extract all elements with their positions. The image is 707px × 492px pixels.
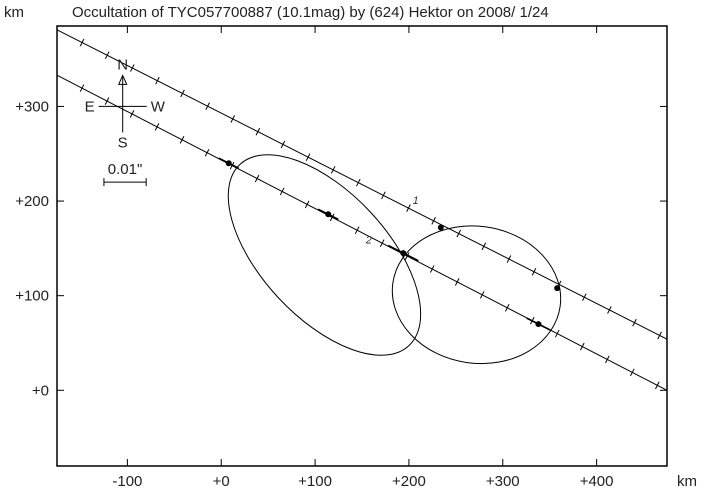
chord-tick (230, 115, 236, 123)
chord-tick (630, 368, 635, 377)
x-tick-label: +400 (580, 473, 614, 490)
chord-tick (479, 291, 485, 299)
chord-tick (481, 242, 487, 251)
chord-tick (657, 331, 662, 340)
chord-tick (406, 204, 411, 212)
chord-line (57, 74, 667, 391)
y-tick-label: +200 (15, 193, 49, 210)
y-tick-label: +100 (15, 288, 49, 305)
profile-ellipse (391, 225, 562, 365)
chord-tick (304, 200, 310, 209)
chord-label: 1 (413, 195, 419, 207)
scale-bar-label: 0.01" (108, 161, 143, 178)
north-arrow-icon (117, 74, 128, 85)
chord-tick (655, 381, 660, 390)
chord-tick (605, 355, 610, 364)
chord-tick (379, 239, 385, 247)
chart-title: Occultation of TYC057700887 (10.1mag) by… (72, 4, 549, 21)
x-tick-label: +300 (486, 473, 520, 490)
chord-tick (554, 329, 560, 338)
chord-tick (179, 136, 185, 144)
chord-tick (254, 174, 260, 183)
y-tick-label: +300 (15, 98, 49, 115)
chord-line (57, 29, 667, 340)
chord-tick (79, 84, 85, 92)
chord-tick (204, 148, 210, 157)
chord-tick (381, 191, 386, 200)
chord-tick (354, 226, 360, 235)
chord-tick (255, 127, 261, 136)
chord-tick (154, 123, 160, 131)
compass-north-label: N (117, 56, 128, 73)
chord-tick (104, 97, 110, 105)
contact-point (225, 160, 232, 167)
y-axis-label: km (4, 4, 24, 21)
x-tick-label: +200 (392, 473, 426, 490)
x-tick-label: +0 (213, 473, 230, 490)
chord-tick (607, 306, 612, 314)
chord-tick (329, 213, 335, 222)
chord-tick (456, 229, 461, 238)
chord-tick (130, 64, 135, 72)
chord-label: 2 (365, 235, 372, 247)
chord-tick (155, 76, 160, 85)
chord-tick (205, 102, 210, 110)
x-tick-label: +100 (298, 473, 332, 490)
chord-tick (280, 140, 286, 149)
plot-frame (56, 25, 668, 467)
chord-tick (504, 303, 510, 312)
chord-tick (129, 110, 135, 118)
contact-point (554, 285, 561, 292)
chord-tick (79, 38, 85, 47)
compass-south-label: S (118, 134, 128, 151)
chord-tick (305, 153, 311, 161)
contact-point (535, 321, 542, 328)
y-tick-label: +0 (32, 382, 49, 399)
chord-tick (356, 178, 361, 187)
chart-marks: -100 +0 +100 +200 +300 +400 +0 +100 +200 +300 1 2 N S… (15, 26, 667, 490)
chord-tick (531, 267, 537, 276)
contact-point (400, 250, 407, 257)
chord-tick (632, 318, 637, 327)
profile-ellipse (227, 154, 422, 356)
chord-tick (104, 51, 110, 60)
chord-tick (330, 166, 336, 174)
plot-area (57, 29, 667, 391)
x-tick-label: -100 (112, 473, 142, 490)
chord-tick (180, 89, 185, 98)
chord-tick (506, 255, 512, 263)
contact-point (325, 211, 332, 218)
chord-tick (454, 278, 460, 286)
chord-tick (279, 187, 285, 196)
chord-tick (429, 265, 435, 273)
chord-tick (404, 252, 410, 260)
chord-tick (582, 293, 587, 302)
contact-point (437, 224, 444, 231)
compass-west-label: W (151, 98, 166, 115)
x-axis-label: km (677, 473, 697, 490)
compass-east-label: E (85, 98, 95, 115)
chord-tick (431, 217, 436, 225)
chord-tick (580, 342, 585, 351)
